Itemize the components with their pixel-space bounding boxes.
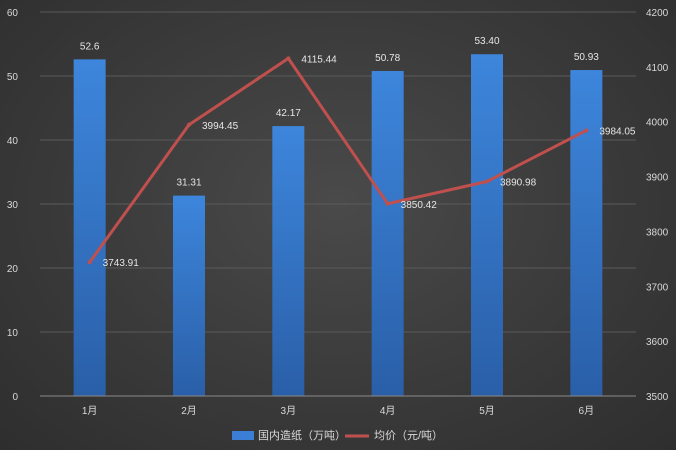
line-point[interactable] — [485, 179, 489, 184]
y-left-tick-label: 0 — [12, 392, 18, 403]
legend[interactable]: 国内造纸（万吨） 均价（元/吨） — [232, 428, 443, 442]
y-right-tick-label: 4100 — [646, 63, 669, 74]
y-left-tick-label: 10 — [7, 328, 19, 339]
x-axis: 1月 2月 3月 4月 5月 6月 — [40, 395, 636, 417]
bar[interactable] — [570, 70, 603, 396]
x-tick-label: 1月 — [82, 405, 98, 417]
line-point[interactable] — [187, 122, 191, 127]
y-right-tick-label: 3600 — [646, 337, 669, 348]
line-data-label: 4115.44 — [301, 54, 337, 65]
y-right-tick-label: 3500 — [646, 392, 669, 403]
y-axis-right: 3500 3600 3700 3800 3900 4000 4100 4200 — [646, 8, 669, 403]
legend-bar-label: 国内造纸（万吨） — [258, 428, 346, 442]
y-right-tick-label: 3700 — [646, 282, 669, 293]
line-series: 3743.91 3994.45 4115.44 3850.42 3890.98 3984.… — [87, 54, 636, 269]
y-right-tick-label: 4000 — [646, 118, 669, 129]
y-right-tick-label: 3900 — [646, 173, 669, 184]
bar[interactable] — [73, 59, 106, 397]
x-tick-label: 2月 — [181, 405, 197, 417]
x-tick-label: 5月 — [479, 405, 495, 417]
y-left-tick-label: 50 — [7, 72, 19, 83]
legend-bar-swatch — [232, 431, 254, 440]
x-tick-label: 4月 — [380, 405, 396, 417]
line-point[interactable] — [286, 56, 291, 61]
bar-data-label: 31.31 — [176, 178, 201, 189]
bar-series: 52.6 31.31 42.17 50.78 53.40 50.93 — [73, 36, 603, 397]
bar-data-label: 50.78 — [375, 53, 400, 64]
y-right-tick-label: 3800 — [646, 227, 669, 238]
line-point[interactable] — [385, 201, 390, 206]
y-left-tick-label: 60 — [7, 8, 19, 19]
bar[interactable] — [272, 126, 305, 396]
bar[interactable] — [471, 54, 503, 397]
y-right-tick-label: 4200 — [646, 8, 669, 19]
x-tick-label: 6月 — [579, 405, 595, 417]
line-point[interactable] — [87, 260, 92, 265]
line-data-label: 3994.45 — [202, 121, 239, 132]
line-point[interactable] — [584, 128, 589, 133]
gridlines — [40, 11, 636, 397]
line-data-label: 3850.42 — [401, 200, 438, 211]
y-left-tick-label: 30 — [7, 200, 19, 211]
line-data-label: 3984.05 — [599, 126, 636, 137]
line-data-label: 3890.98 — [500, 178, 537, 189]
y-left-tick-label: 20 — [7, 264, 19, 275]
bar-data-label: 50.93 — [574, 52, 599, 63]
bar-data-label: 42.17 — [276, 108, 301, 119]
y-axis-left: 0 10 20 30 40 50 60 — [7, 8, 19, 403]
line-data-label: 3743.91 — [103, 258, 140, 269]
bar-data-label: 52.6 — [80, 41, 100, 52]
bar[interactable] — [173, 195, 205, 396]
bar-data-label: 53.40 — [474, 36, 499, 47]
x-tick-label: 3月 — [281, 405, 297, 417]
legend-line-label: 均价（元/吨） — [374, 429, 443, 442]
bar[interactable] — [371, 71, 404, 397]
y-left-tick-label: 40 — [7, 136, 19, 147]
line-path[interactable] — [88, 56, 588, 264]
